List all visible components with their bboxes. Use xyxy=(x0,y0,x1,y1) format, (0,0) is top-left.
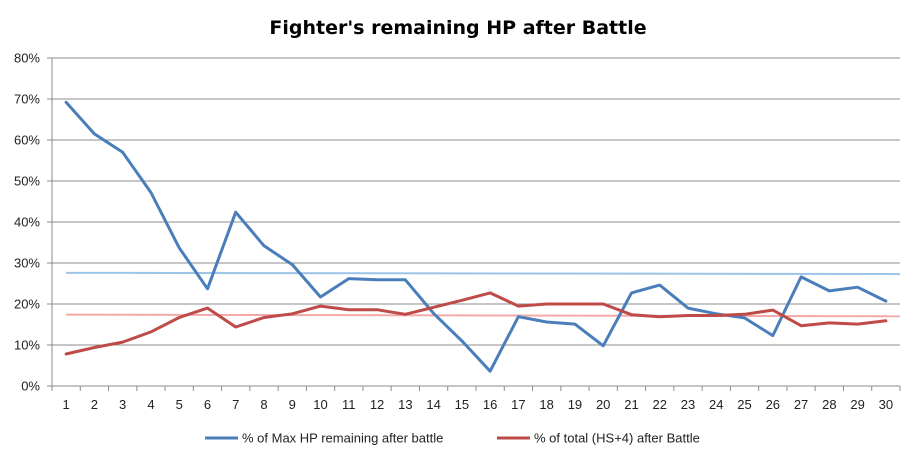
x-tick-label: 29 xyxy=(850,397,864,412)
x-tick-label: 23 xyxy=(681,397,695,412)
x-tick-label: 5 xyxy=(176,397,183,412)
y-tick-label: 60% xyxy=(14,133,40,148)
x-tick-label: 19 xyxy=(568,397,582,412)
x-tick-label: 9 xyxy=(289,397,296,412)
x-tick-label: 15 xyxy=(455,397,469,412)
x-tick-label: 3 xyxy=(119,397,126,412)
x-tick-label: 26 xyxy=(766,397,780,412)
x-tick-label: 21 xyxy=(624,397,638,412)
x-tick-label: 25 xyxy=(737,397,751,412)
y-tick-label: 50% xyxy=(14,174,40,189)
legend: % of Max HP remaining after battle % of t… xyxy=(205,431,700,446)
y-tick-label: 10% xyxy=(14,338,40,353)
chart-title: Fighter's remaining HP after Battle xyxy=(269,17,646,39)
x-tick-label: 30 xyxy=(879,397,893,412)
x-tick-label: 22 xyxy=(652,397,666,412)
y-tick-label: 20% xyxy=(14,297,40,312)
x-tick-label: 13 xyxy=(398,397,412,412)
y-tick-label: 30% xyxy=(14,256,40,271)
series-line-1 xyxy=(64,100,888,373)
y-tick-label: 0% xyxy=(21,379,40,394)
x-tick-label: 6 xyxy=(204,397,211,412)
reference-lines xyxy=(66,271,901,318)
x-tick-label: 8 xyxy=(260,397,267,412)
y-tick-label: 80% xyxy=(14,51,40,66)
x-tick-label: 18 xyxy=(539,397,553,412)
x-tick-label: 27 xyxy=(794,397,808,412)
x-tick-label: 20 xyxy=(596,397,610,412)
reference-line-2 xyxy=(66,313,901,318)
gridlines xyxy=(52,57,900,346)
y-axis-ticks: 0% 10% 20% 30% 40% 50% 60% 70% 80% xyxy=(14,51,52,394)
x-tick-label: 4 xyxy=(147,397,154,412)
x-tick-label: 1 xyxy=(63,397,70,412)
x-tick-label: 2 xyxy=(91,397,98,412)
series-lines xyxy=(64,100,888,373)
series-line-2 xyxy=(64,291,888,356)
x-tick-label: 12 xyxy=(370,397,384,412)
y-tick-label: 70% xyxy=(14,92,40,107)
y-tick-label: 40% xyxy=(14,215,40,230)
x-tick-label: 28 xyxy=(822,397,836,412)
legend-label-2: % of total (HS+4) after Battle xyxy=(534,431,700,446)
x-tick-label: 14 xyxy=(426,397,440,412)
legend-label-1: % of Max HP remaining after battle xyxy=(242,431,443,446)
x-axis-ticks: 1 2 3 4 5 6 7 8 9 10 11 12 13 14 15 16 17 18 19 20 21 22 23 24 2… xyxy=(51,386,901,412)
x-tick-label: 24 xyxy=(709,397,723,412)
x-tick-label: 16 xyxy=(483,397,497,412)
x-tick-label: 11 xyxy=(342,397,356,412)
reference-line-1 xyxy=(66,271,901,276)
x-tick-label: 17 xyxy=(511,397,525,412)
x-tick-label: 7 xyxy=(232,397,239,412)
x-tick-label: 10 xyxy=(313,397,327,412)
